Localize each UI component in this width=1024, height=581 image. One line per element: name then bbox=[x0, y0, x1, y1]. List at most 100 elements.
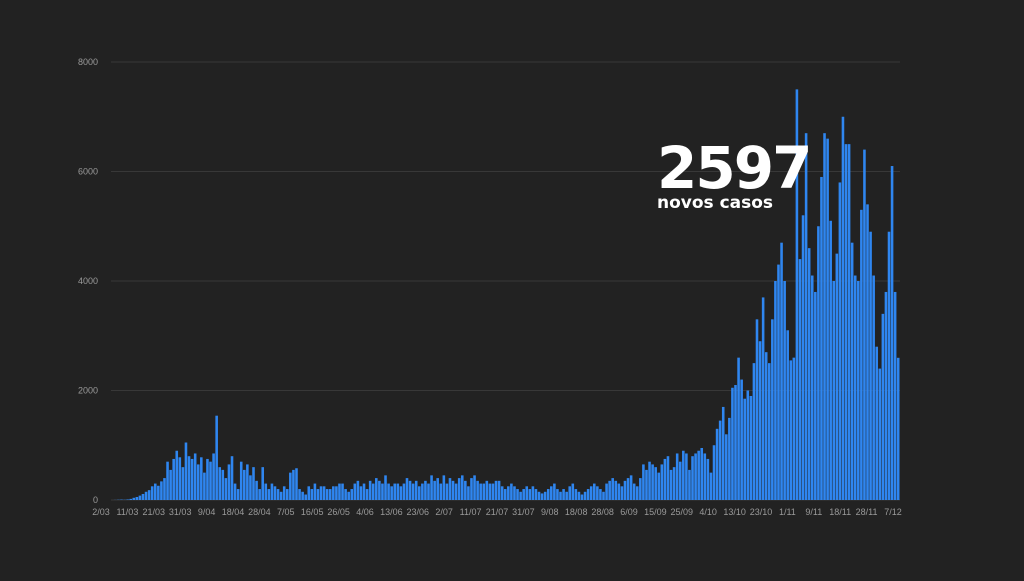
bar bbox=[292, 470, 295, 500]
bar bbox=[556, 489, 559, 500]
bar bbox=[532, 486, 535, 500]
y-tick-label: 6000 bbox=[78, 167, 98, 177]
bar bbox=[621, 486, 624, 500]
bar bbox=[516, 489, 519, 500]
x-tick-label: 4/10 bbox=[699, 507, 717, 517]
bar bbox=[630, 475, 633, 500]
bar bbox=[212, 453, 215, 500]
bar bbox=[611, 478, 614, 500]
bar bbox=[136, 497, 139, 500]
bar bbox=[461, 475, 464, 500]
bar bbox=[522, 489, 525, 500]
bar bbox=[654, 467, 657, 500]
bar bbox=[664, 459, 667, 500]
x-tick-label: 21/07 bbox=[486, 507, 509, 517]
bar bbox=[535, 489, 538, 500]
bar bbox=[747, 391, 750, 501]
bar bbox=[725, 434, 728, 500]
bar bbox=[651, 464, 654, 500]
bar bbox=[326, 489, 329, 500]
bar bbox=[218, 467, 221, 500]
x-tick-label: 26/05 bbox=[327, 507, 350, 517]
x-tick-label: 28/04 bbox=[248, 507, 271, 517]
bar bbox=[194, 453, 197, 500]
bar bbox=[139, 496, 142, 500]
x-tick-label: 1/11 bbox=[779, 507, 796, 517]
bar bbox=[793, 358, 796, 500]
x-tick-label: 21/03 bbox=[143, 507, 166, 517]
bar bbox=[820, 177, 823, 500]
bar bbox=[765, 352, 768, 500]
bar bbox=[185, 443, 188, 500]
bar bbox=[148, 490, 151, 500]
bar bbox=[704, 453, 707, 500]
bar bbox=[575, 489, 578, 500]
bar bbox=[627, 478, 630, 500]
bar bbox=[587, 489, 590, 500]
bar bbox=[624, 481, 627, 500]
bar bbox=[354, 484, 357, 500]
bar bbox=[427, 484, 430, 500]
bar bbox=[504, 489, 507, 500]
bar bbox=[602, 492, 605, 500]
bar bbox=[596, 486, 599, 500]
bar bbox=[691, 456, 694, 500]
bar bbox=[439, 484, 442, 500]
x-tick-label: 11/07 bbox=[460, 507, 482, 517]
bar bbox=[836, 254, 839, 500]
bar bbox=[851, 243, 854, 500]
bar bbox=[618, 484, 621, 500]
bar bbox=[799, 259, 802, 500]
bar bbox=[529, 489, 532, 500]
bar bbox=[246, 464, 249, 500]
bar bbox=[614, 481, 617, 500]
bar bbox=[301, 492, 304, 500]
bar bbox=[274, 486, 277, 500]
x-tick-label: 6/09 bbox=[620, 507, 638, 517]
bar bbox=[206, 459, 209, 500]
bar bbox=[740, 380, 743, 500]
x-tick-label: 15/09 bbox=[644, 507, 667, 517]
bar bbox=[845, 144, 848, 500]
x-tick-label: 9/04 bbox=[198, 507, 216, 517]
bar bbox=[777, 265, 780, 500]
bar bbox=[169, 470, 172, 500]
bar bbox=[731, 388, 734, 500]
bar bbox=[608, 481, 611, 500]
bar bbox=[182, 467, 185, 500]
bar bbox=[719, 421, 722, 500]
bar bbox=[872, 276, 875, 500]
bar bbox=[409, 481, 412, 500]
bar bbox=[501, 486, 504, 500]
x-tick-label: 2/07 bbox=[435, 507, 453, 517]
bar bbox=[390, 486, 393, 500]
bar bbox=[479, 484, 482, 500]
bar bbox=[645, 470, 648, 500]
latest-value: 2597 bbox=[657, 138, 810, 198]
x-tick-label: 18/08 bbox=[565, 507, 588, 517]
bar bbox=[661, 464, 664, 500]
bar bbox=[482, 484, 485, 500]
bar bbox=[685, 453, 688, 500]
bar bbox=[142, 494, 145, 500]
bar bbox=[670, 470, 673, 500]
bar bbox=[252, 467, 255, 500]
x-tick-label: 28/11 bbox=[856, 507, 878, 517]
x-tick-label: 31/07 bbox=[512, 507, 535, 517]
bar bbox=[363, 484, 366, 500]
bar bbox=[584, 492, 587, 500]
x-tick-label: 7/12 bbox=[884, 507, 902, 517]
bar bbox=[756, 319, 759, 500]
x-tick-label: 25/09 bbox=[671, 507, 694, 517]
bar bbox=[648, 462, 651, 500]
bar bbox=[304, 495, 307, 500]
x-tick-label: 9/11 bbox=[805, 507, 822, 517]
bar bbox=[860, 210, 863, 500]
bar bbox=[151, 486, 154, 500]
bar bbox=[863, 150, 866, 500]
bar bbox=[132, 498, 135, 500]
bar bbox=[381, 484, 384, 500]
bar bbox=[397, 484, 400, 500]
